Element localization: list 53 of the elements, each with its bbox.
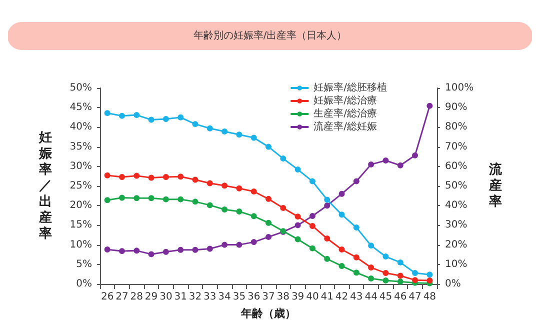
y-tick-label: 40% (70, 122, 92, 133)
x-axis-title: 年齢（歳） (240, 307, 296, 320)
x-tick-label: 40 (306, 292, 319, 302)
x-tick-label: 33 (204, 292, 216, 302)
x-tick-label: 43 (350, 292, 363, 302)
x-tick-label: 37 (262, 292, 275, 302)
x-tick-label: 32 (188, 292, 202, 302)
y-tick-label: 50% (70, 82, 92, 94)
legend-label: 流産率/総妊娠 (314, 120, 378, 132)
x-tick-label: 47 (408, 292, 422, 302)
x-tick-label: 36 (247, 292, 260, 302)
x-tick-label: 31 (174, 292, 187, 302)
x-tick-label: 39 (291, 292, 304, 302)
x-tick-label: 42 (335, 292, 348, 302)
y-tick-label: 10% (70, 239, 92, 250)
x-tick-label: 27 (116, 292, 128, 302)
legend-label: 生産率/総治療 (314, 108, 378, 120)
y2-tick-label: 70% (445, 141, 468, 152)
y-tick-label: 15% (70, 220, 92, 231)
y2-tick-label: 80% (445, 122, 468, 133)
y2-tick-label: 50% (445, 180, 468, 192)
y-tick-label: 5% (76, 258, 92, 270)
x-tick-label: 35 (232, 292, 246, 302)
y-tick-label: 20% (70, 200, 92, 212)
x-tick-label: 30 (160, 292, 172, 302)
x-tick-label: 28 (130, 292, 143, 302)
x-tick-label: 26 (100, 292, 114, 302)
y2-tick-label: 10% (445, 258, 468, 270)
y2-tick-label: 40% (445, 200, 468, 212)
y2-tick-label: 20% (445, 239, 468, 250)
y-tick-label: 30% (70, 160, 92, 172)
y2-axis-title: 流産率 (488, 162, 503, 210)
y2-tick-label: 0% (445, 278, 461, 290)
y-axis-title: 妊娠率／出産率 (38, 130, 53, 242)
x-tick-label: 44 (364, 292, 378, 302)
x-tick-label: 45 (379, 292, 392, 302)
x-tick-label: 48 (423, 292, 436, 302)
legend-label: 妊娠率/総胚移植 (314, 82, 388, 94)
y-tick-label: 0% (76, 278, 92, 290)
y2-tick-label: 60% (445, 160, 468, 172)
y2-tick-label: 100% (445, 82, 474, 94)
y-tick-label: 25% (70, 180, 92, 192)
x-tick-label: 38 (276, 292, 290, 302)
y-tick-label: 35% (70, 141, 92, 152)
legend-label: 妊娠率/総治療 (314, 94, 378, 106)
x-tick-label: 29 (144, 292, 158, 302)
x-tick-label: 34 (218, 292, 231, 302)
y2-tick-label: 30% (445, 220, 468, 231)
chart-title: 年齢別の妊娠率/出産率（日本人） (193, 30, 347, 42)
y2-tick-label: 90% (445, 102, 468, 114)
x-tick-label: 46 (394, 292, 407, 302)
y-tick-label: 45% (70, 102, 92, 114)
x-tick-label: 41 (320, 292, 334, 302)
